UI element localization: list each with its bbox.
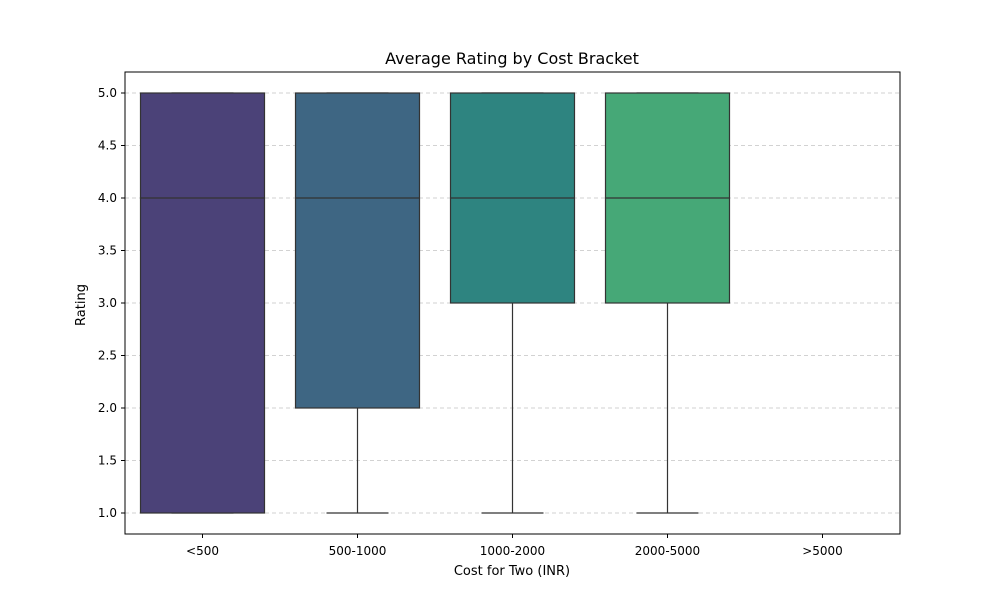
box-2 [294, 92, 421, 514]
y-tick-label: 4.5 [98, 139, 117, 153]
chart-title: Average Rating by Cost Bracket [385, 49, 639, 68]
x-tick-label: 1000-2000 [480, 544, 545, 558]
x-axis-label: Cost for Two (INR) [454, 564, 570, 579]
y-tick-label: 1.5 [98, 454, 117, 468]
y-tick-label: 3.5 [98, 244, 117, 258]
box-4 [604, 92, 731, 514]
y-tick-label: 1.0 [98, 506, 117, 520]
x-tick-label: >5000 [802, 544, 843, 558]
x-axis-ticks: <500 500-1000 1000-2000 2000-5000 >5000 [186, 534, 843, 558]
box-3 [449, 92, 576, 514]
y-tick-label: 3.0 [98, 296, 117, 310]
y-tick-label: 5.0 [98, 86, 117, 100]
iqr-box [294, 92, 421, 409]
y-axis-ticks: 1.0 1.5 2.0 2.5 3.0 3.5 4.0 4.5 5.0 [98, 86, 125, 520]
x-tick-label: 2000-5000 [635, 544, 700, 558]
y-tick-label: 4.0 [98, 191, 117, 205]
x-tick-label: <500 [186, 544, 219, 558]
iqr-box [139, 92, 266, 514]
box-group [139, 92, 731, 514]
y-axis-label: Rating [74, 284, 89, 326]
y-tick-label: 2.5 [98, 349, 117, 363]
x-tick-label: 500-1000 [329, 544, 387, 558]
y-tick-label: 2.0 [98, 401, 117, 415]
box-1 [139, 92, 266, 514]
